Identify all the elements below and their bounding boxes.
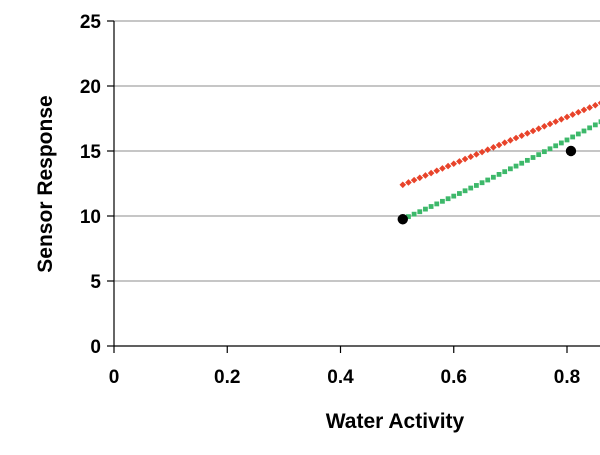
x-tick-label: 0.6 xyxy=(441,367,467,388)
data-point xyxy=(552,118,559,125)
data-point xyxy=(478,148,486,156)
data-point xyxy=(558,115,565,123)
data-point xyxy=(524,157,530,163)
data-point xyxy=(592,122,598,128)
data-point xyxy=(565,145,577,157)
data-point xyxy=(467,153,475,161)
series-0 xyxy=(399,100,600,189)
data-point xyxy=(427,169,435,177)
data-point xyxy=(457,191,462,196)
x-axis-title: Water Activity xyxy=(326,410,465,433)
data-point xyxy=(433,167,441,175)
data-point xyxy=(507,137,514,144)
data-point xyxy=(529,127,537,135)
data-point xyxy=(490,144,497,151)
data-point xyxy=(445,196,451,202)
y-tick-label: 20 xyxy=(80,77,101,98)
y-tick-label: 5 xyxy=(90,272,101,293)
data-point xyxy=(587,125,593,131)
data-point xyxy=(397,214,408,225)
data-point xyxy=(406,214,411,220)
data-point xyxy=(507,166,513,172)
data-point xyxy=(530,155,536,160)
series-2 xyxy=(397,145,577,225)
data-point xyxy=(444,162,452,170)
data-point xyxy=(439,165,446,172)
data-point xyxy=(451,193,457,199)
data-series xyxy=(397,100,600,225)
data-point xyxy=(434,201,440,207)
data-point xyxy=(450,160,458,168)
data-point xyxy=(547,146,553,152)
data-point xyxy=(428,204,434,209)
data-point xyxy=(501,139,509,146)
data-point xyxy=(416,174,424,182)
data-point xyxy=(564,137,570,143)
y-tick-label: 25 xyxy=(80,12,102,33)
y-tick-label: 15 xyxy=(80,142,102,163)
data-point xyxy=(490,174,496,180)
data-point xyxy=(462,188,468,194)
x-tick-label: 0 xyxy=(109,367,120,388)
data-point xyxy=(473,151,480,158)
data-point xyxy=(399,181,407,189)
axes xyxy=(107,20,600,353)
data-point xyxy=(546,120,554,128)
data-point xyxy=(502,169,508,175)
data-point xyxy=(524,130,531,137)
data-point xyxy=(580,106,588,114)
data-point xyxy=(495,141,503,149)
data-point xyxy=(405,179,412,186)
data-point xyxy=(536,152,542,158)
data-point xyxy=(456,158,463,165)
data-point xyxy=(440,198,445,204)
x-tick-label: 0.4 xyxy=(327,367,354,388)
data-point xyxy=(592,101,599,109)
data-point xyxy=(485,177,491,183)
x-tick-label: 0.8 xyxy=(554,367,580,388)
data-point xyxy=(553,143,559,149)
y-tick-label: 10 xyxy=(80,207,101,228)
data-point xyxy=(417,209,423,215)
data-point xyxy=(423,206,428,212)
data-point xyxy=(468,185,474,191)
data-point xyxy=(586,104,593,111)
data-point xyxy=(575,108,582,116)
data-point xyxy=(541,149,547,155)
data-point xyxy=(519,160,525,166)
grid-lines xyxy=(114,20,600,282)
data-point xyxy=(484,146,492,153)
data-point xyxy=(410,176,418,184)
x-tick-label: 0.2 xyxy=(214,367,240,388)
data-point xyxy=(581,128,587,134)
data-point xyxy=(558,140,564,146)
data-point xyxy=(411,211,417,217)
y-tick-label: 0 xyxy=(90,337,101,358)
data-point xyxy=(563,113,571,121)
data-point xyxy=(541,123,548,130)
data-point xyxy=(598,119,600,125)
data-point xyxy=(461,155,469,163)
data-point xyxy=(496,172,502,177)
y-axis-title: Sensor Response xyxy=(34,95,57,272)
data-point xyxy=(535,125,542,132)
data-point xyxy=(479,180,485,186)
series-1 xyxy=(400,119,600,222)
data-point xyxy=(575,131,581,137)
data-point xyxy=(422,172,429,179)
data-point xyxy=(474,183,479,188)
data-point xyxy=(570,134,576,140)
data-point xyxy=(569,111,576,118)
data-point xyxy=(512,134,520,142)
tick-labels: 0 5 10 15 20 25 0 0.2 0.4 0.6 0.8 xyxy=(80,12,580,388)
data-point xyxy=(597,100,600,106)
data-point xyxy=(513,163,519,169)
data-point xyxy=(518,132,525,139)
